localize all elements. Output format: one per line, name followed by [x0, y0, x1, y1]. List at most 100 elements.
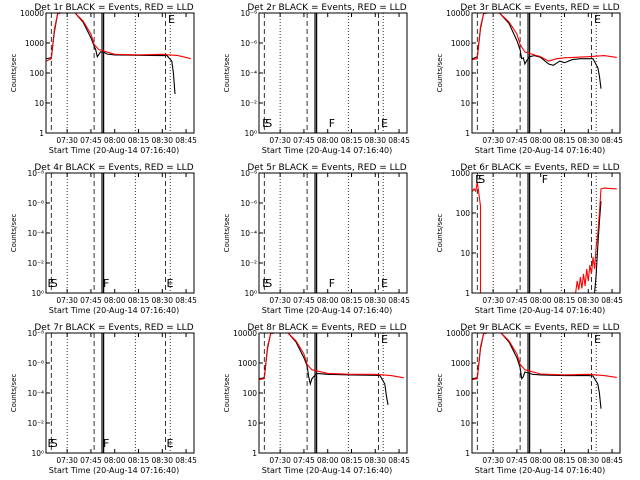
x-tick-label: 08:15	[341, 456, 363, 465]
event-marker-e: E	[262, 277, 269, 290]
x-axis-label: Start Time (20-Aug-14 07:16:40)	[49, 146, 180, 155]
x-tick-label: 08:45	[601, 296, 623, 305]
x-tick-label: 07:30	[269, 136, 291, 145]
y-tick-label: 10⁻⁴	[27, 389, 44, 398]
x-tick-label: 08:30	[577, 136, 599, 145]
x-tick-label: 08:45	[388, 136, 410, 145]
plot-panel-5: 07:30 07:45 08:00 08:15 08:30 08:45 10⁰ 10⁻² 10⁻…	[223, 163, 410, 315]
x-axis-label: Start Time (20-Aug-14 07:16:40)	[262, 146, 393, 155]
y-tick-label: 100	[30, 69, 45, 78]
x-tick-label: 08:00	[104, 136, 126, 145]
event-marker-s: S	[478, 173, 485, 186]
series-line-events	[472, 333, 602, 409]
y-tick-label: 1000	[451, 39, 470, 48]
y-tick-label: 1000	[25, 39, 44, 48]
y-tick-label: 10⁻⁴	[240, 229, 257, 238]
x-tick-label: 07:30	[482, 456, 504, 465]
x-tick-label: 08:30	[364, 136, 386, 145]
plot-panel-6: 07:30 07:45 08:00 08:15 08:30 08:45 1 10 100 1000…	[436, 163, 623, 315]
y-tick-label: 10⁰	[31, 449, 44, 458]
event-marker-s: S	[51, 437, 58, 450]
plot-panel-9: 07:30 07:45 08:00 08:15 08:30 08:45 1 10 100 1000…	[436, 323, 623, 475]
plot-frame	[45, 172, 195, 294]
plot-frame	[45, 12, 195, 134]
y-tick-label: 100	[456, 209, 471, 218]
x-axis-label: Start Time (20-Aug-14 07:16:40)	[475, 306, 606, 315]
x-tick-label: 08:30	[364, 456, 386, 465]
x-tick-label: 07:45	[80, 296, 102, 305]
y-tick-label: 10000	[20, 9, 44, 18]
x-tick-label: 08:15	[341, 136, 363, 145]
x-tick-label: 07:45	[506, 136, 528, 145]
series-line-lld	[259, 333, 404, 381]
plot-panel-2: 07:30 07:45 08:00 08:15 08:30 08:45 10⁰ 10⁻² 10⁻…	[223, 3, 410, 155]
x-axis-label: Start Time (20-Aug-14 07:16:40)	[49, 466, 180, 475]
x-tick-label: 07:30	[56, 456, 78, 465]
y-tick-label: 10⁻²	[240, 99, 257, 108]
plot-title: Det 6r BLACK = Events, RED = LLD	[460, 163, 619, 173]
x-tick-label: 07:30	[56, 136, 78, 145]
plot-frame	[471, 12, 621, 134]
y-tick-label: 10⁻⁴	[27, 229, 44, 238]
plot-frame	[471, 172, 621, 294]
x-tick-label: 07:45	[293, 136, 315, 145]
y-tick-label: 1000	[451, 359, 470, 368]
y-tick-label: 10	[460, 249, 470, 258]
event-marker-s: S	[265, 117, 272, 130]
x-tick-label: 08:00	[317, 136, 339, 145]
x-axis-label: Start Time (20-Aug-14 07:16:40)	[475, 466, 606, 475]
series-line-lld	[472, 333, 617, 381]
x-tick-label: 08:15	[554, 456, 576, 465]
series-line-events	[259, 333, 389, 405]
event-marker-e: E	[262, 117, 269, 130]
x-tick-label: 08:15	[128, 296, 150, 305]
x-tick-label: 08:45	[175, 296, 197, 305]
y-tick-label: 1	[465, 129, 470, 138]
y-tick-label: 1	[252, 449, 257, 458]
x-tick-label: 07:30	[56, 296, 78, 305]
y-axis-label: Counts/sec	[223, 54, 231, 93]
y-axis-label: Counts/sec	[10, 54, 18, 93]
x-tick-label: 08:30	[151, 136, 173, 145]
x-tick-label: 07:45	[506, 456, 528, 465]
plot-frame	[258, 172, 408, 294]
y-tick-label: 10	[247, 419, 257, 428]
x-tick-label: 08:30	[577, 456, 599, 465]
x-tick-label: 08:30	[577, 296, 599, 305]
y-tick-label: 10⁻²	[27, 259, 44, 268]
x-tick-label: 08:30	[151, 296, 173, 305]
x-tick-label: 07:45	[80, 456, 102, 465]
y-tick-label: 1000	[238, 359, 257, 368]
x-tick-label: 07:30	[269, 296, 291, 305]
x-tick-label: 07:45	[506, 296, 528, 305]
x-tick-label: 07:45	[293, 296, 315, 305]
event-marker-s: S	[265, 277, 272, 290]
plot-title: Det 2r BLACK = Events, RED = LLD	[247, 3, 406, 13]
plot-panel-7: 07:30 07:45 08:00 08:15 08:30 08:45 10⁰ 10⁻² 10⁻…	[10, 323, 197, 475]
event-marker-e: E	[166, 437, 173, 450]
x-tick-label: 08:30	[364, 296, 386, 305]
x-tick-label: 08:15	[554, 296, 576, 305]
plot-frame	[258, 332, 408, 454]
y-tick-label: 10⁻²	[27, 419, 44, 428]
y-tick-label: 10⁻⁶	[27, 359, 44, 368]
event-marker-e: E	[475, 173, 482, 186]
x-tick-label: 08:15	[128, 456, 150, 465]
event-marker-f: F	[329, 117, 335, 130]
event-marker-e: E	[168, 13, 175, 26]
y-axis-label: Counts/sec	[10, 374, 18, 413]
x-tick-label: 07:45	[293, 456, 315, 465]
plot-panel-4: 07:30 07:45 08:00 08:15 08:30 08:45 10⁰ 10⁻² 10⁻…	[10, 163, 197, 315]
plot-title: Det 1r BLACK = Events, RED = LLD	[34, 3, 193, 13]
x-tick-label: 08:45	[601, 136, 623, 145]
x-tick-label: 08:45	[175, 136, 197, 145]
x-tick-label: 07:30	[269, 456, 291, 465]
y-tick-label: 10⁻²	[240, 259, 257, 268]
x-axis-label: Start Time (20-Aug-14 07:16:40)	[262, 306, 393, 315]
plot-panel-8: 07:30 07:45 08:00 08:15 08:30 08:45 1 10 100 1000…	[223, 323, 410, 475]
event-marker-f: F	[329, 277, 335, 290]
y-axis-label: Counts/sec	[223, 374, 231, 413]
x-axis-label: Start Time (20-Aug-14 07:16:40)	[262, 466, 393, 475]
plot-frame	[258, 12, 408, 134]
x-tick-label: 08:00	[530, 456, 552, 465]
